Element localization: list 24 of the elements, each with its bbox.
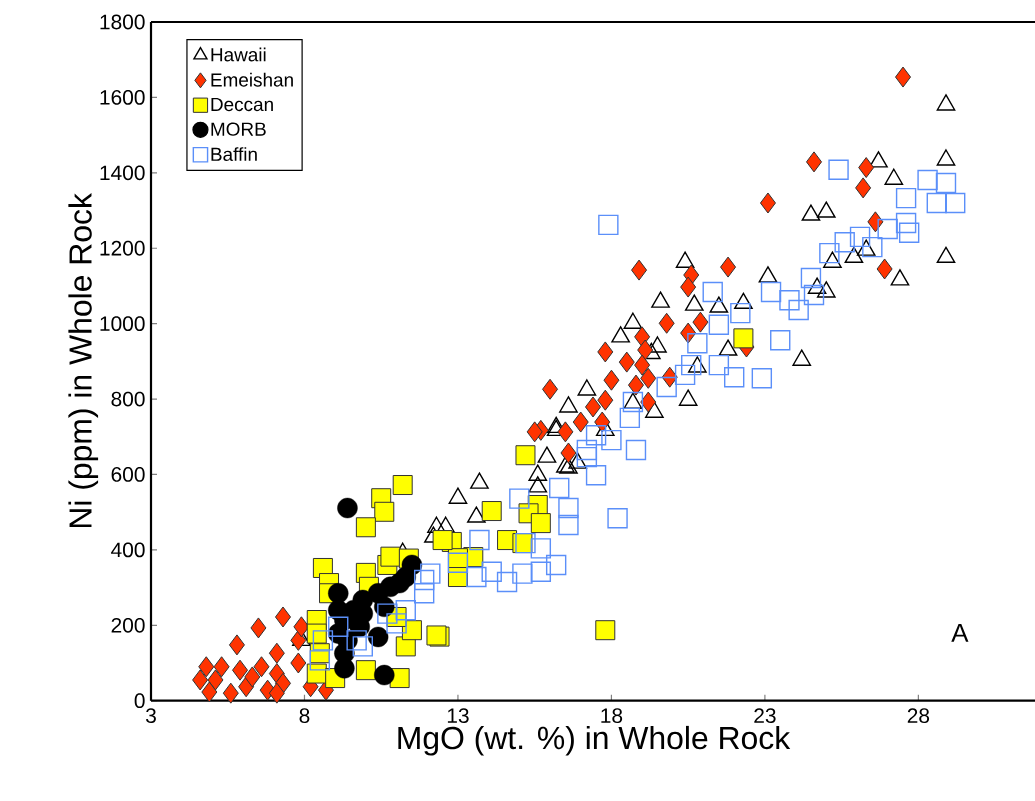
y-tick-label: 600 bbox=[111, 467, 145, 482]
y-axis-title: Ni (ppm) in Whole Rock bbox=[68, 193, 99, 528]
legend-label: MORB bbox=[211, 122, 266, 136]
x-tick-label: 3 bbox=[145, 708, 156, 724]
legend-label: Deccan bbox=[211, 97, 273, 112]
annotation: A bbox=[951, 623, 969, 642]
x-axis-title: MgO (wt. %) in Whole Rock bbox=[398, 725, 791, 756]
y-tick-label: 0 bbox=[134, 693, 145, 709]
y-tick-label: 1800 bbox=[100, 14, 145, 30]
x-tick-label: 23 bbox=[754, 708, 776, 724]
y-tick-label: 1000 bbox=[100, 316, 145, 332]
legend-label: Emeishan bbox=[211, 72, 293, 87]
legend-label: Hawaii bbox=[211, 47, 266, 62]
x-tick-label: 8 bbox=[299, 708, 310, 724]
y-tick-label: 200 bbox=[111, 617, 145, 633]
y-tick-label: 400 bbox=[111, 542, 145, 558]
x-tick-label: 28 bbox=[907, 708, 930, 724]
y-tick-label: 800 bbox=[111, 391, 145, 407]
y-tick-label: 1600 bbox=[100, 90, 145, 105]
x-tick-label: 18 bbox=[601, 708, 623, 724]
legend-label: Baffin bbox=[211, 147, 257, 162]
y-tick-label: 1400 bbox=[100, 165, 145, 181]
y-tick-label: 1200 bbox=[100, 240, 145, 256]
x-tick-label: 13 bbox=[447, 708, 469, 724]
